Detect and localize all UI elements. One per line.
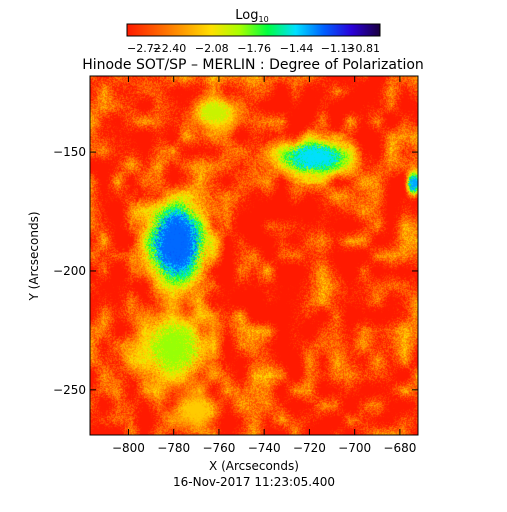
x-axis: −800 −780 −760 −740 −720 −700 −680 xyxy=(112,76,416,455)
plot-frame xyxy=(89,75,419,436)
colorbar-tick-labels: −2.72−2.40 −2.08 −1.76 −1.44 −1.13−0.81 xyxy=(127,42,380,55)
colorbar-tick-label: −2.40 xyxy=(153,42,187,55)
colorbar-label: Log10 xyxy=(235,8,268,24)
chart-title: Hinode SOT/SP – MERLIN : Degree of Polar… xyxy=(82,57,424,73)
colorbar xyxy=(126,23,381,37)
x-axis-label: X (Arcseconds) xyxy=(209,459,299,473)
colorbar-tick-label: −2.08 xyxy=(195,42,229,55)
x-tick-label: −740 xyxy=(248,441,281,455)
x-tick-label: −800 xyxy=(112,441,145,455)
colorbar-tick-label: −0.81 xyxy=(346,42,380,55)
x-tick-label: −780 xyxy=(157,441,190,455)
y-tick-label: −250 xyxy=(53,383,86,397)
colorbar-tick-label: −2.72 xyxy=(127,42,161,55)
y-axis: −150 −200 −250 xyxy=(53,145,418,397)
degree-of-polarization-map xyxy=(90,76,418,435)
plot-area xyxy=(89,75,419,436)
x-tick-label: −760 xyxy=(202,441,235,455)
x-tick-label: −720 xyxy=(293,441,326,455)
x-tick-label: −700 xyxy=(338,441,371,455)
colorbar-tick-label: −1.44 xyxy=(280,42,314,55)
y-axis-label: Y (Arcseconds) xyxy=(27,211,41,301)
x-tick-label: −680 xyxy=(383,441,416,455)
y-tick-label: −200 xyxy=(53,264,86,278)
colorbar-tick-label: −1.76 xyxy=(237,42,271,55)
y-tick-label: −150 xyxy=(53,145,86,159)
colorbar-tick-label: −1.13 xyxy=(321,42,355,55)
timestamp: 16-Nov-2017 11:23:05.400 xyxy=(173,475,335,489)
